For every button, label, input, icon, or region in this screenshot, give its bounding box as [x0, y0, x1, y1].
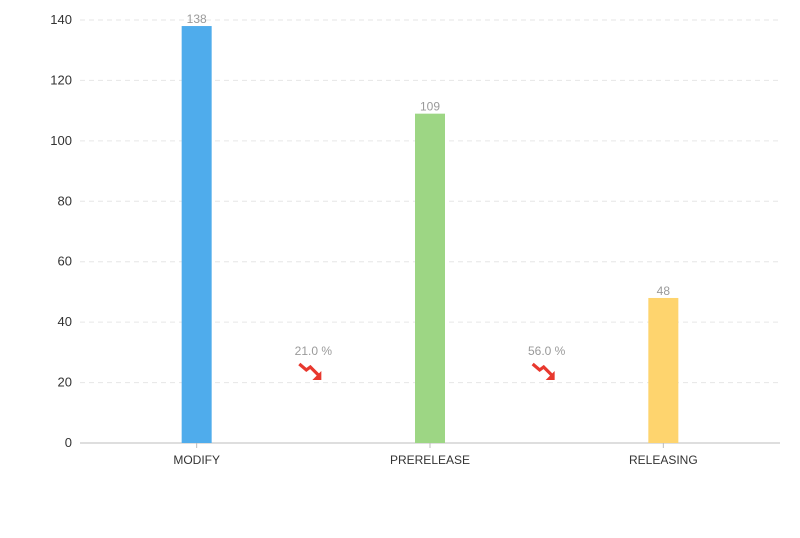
- data-label: 138: [187, 12, 207, 26]
- y-tick-label: 120: [50, 72, 72, 87]
- bar-releasing[interactable]: [648, 297, 679, 443]
- drop-annotation: 21.0 %: [295, 344, 333, 380]
- x-tick-label: PRERELEASE: [390, 453, 470, 467]
- data-label: 48: [657, 284, 671, 298]
- trend-down-icon: [531, 362, 555, 380]
- drop-annotations: 21.0 % 56.0 %: [295, 344, 566, 380]
- trend-down-icon: [298, 362, 322, 380]
- x-tick-label: MODIFY: [173, 453, 220, 467]
- data-labels: 138 109 48: [187, 12, 671, 298]
- drop-percent-label: 21.0 %: [295, 344, 333, 358]
- bar-modify[interactable]: [181, 26, 212, 444]
- drop-annotation: 56.0 %: [528, 344, 566, 380]
- y-axis-ticks: 0 20 40 60 80 100 120 140: [50, 12, 72, 450]
- y-tick-label: 0: [65, 435, 72, 450]
- drop-percent-label: 56.0 %: [528, 344, 566, 358]
- y-tick-label: 40: [58, 314, 72, 329]
- x-tick-label: RELEASING: [629, 453, 698, 467]
- y-tick-label: 140: [50, 12, 72, 27]
- bars: [181, 26, 679, 444]
- x-axis-ticks: MODIFY PRERELEASE RELEASING: [173, 443, 698, 467]
- bar-prerelease[interactable]: [415, 113, 445, 444]
- y-tick-label: 80: [58, 193, 72, 208]
- y-tick-label: 60: [58, 254, 72, 269]
- y-tick-label: 20: [58, 375, 72, 390]
- y-tick-label: 100: [50, 133, 72, 148]
- data-label: 109: [420, 100, 440, 114]
